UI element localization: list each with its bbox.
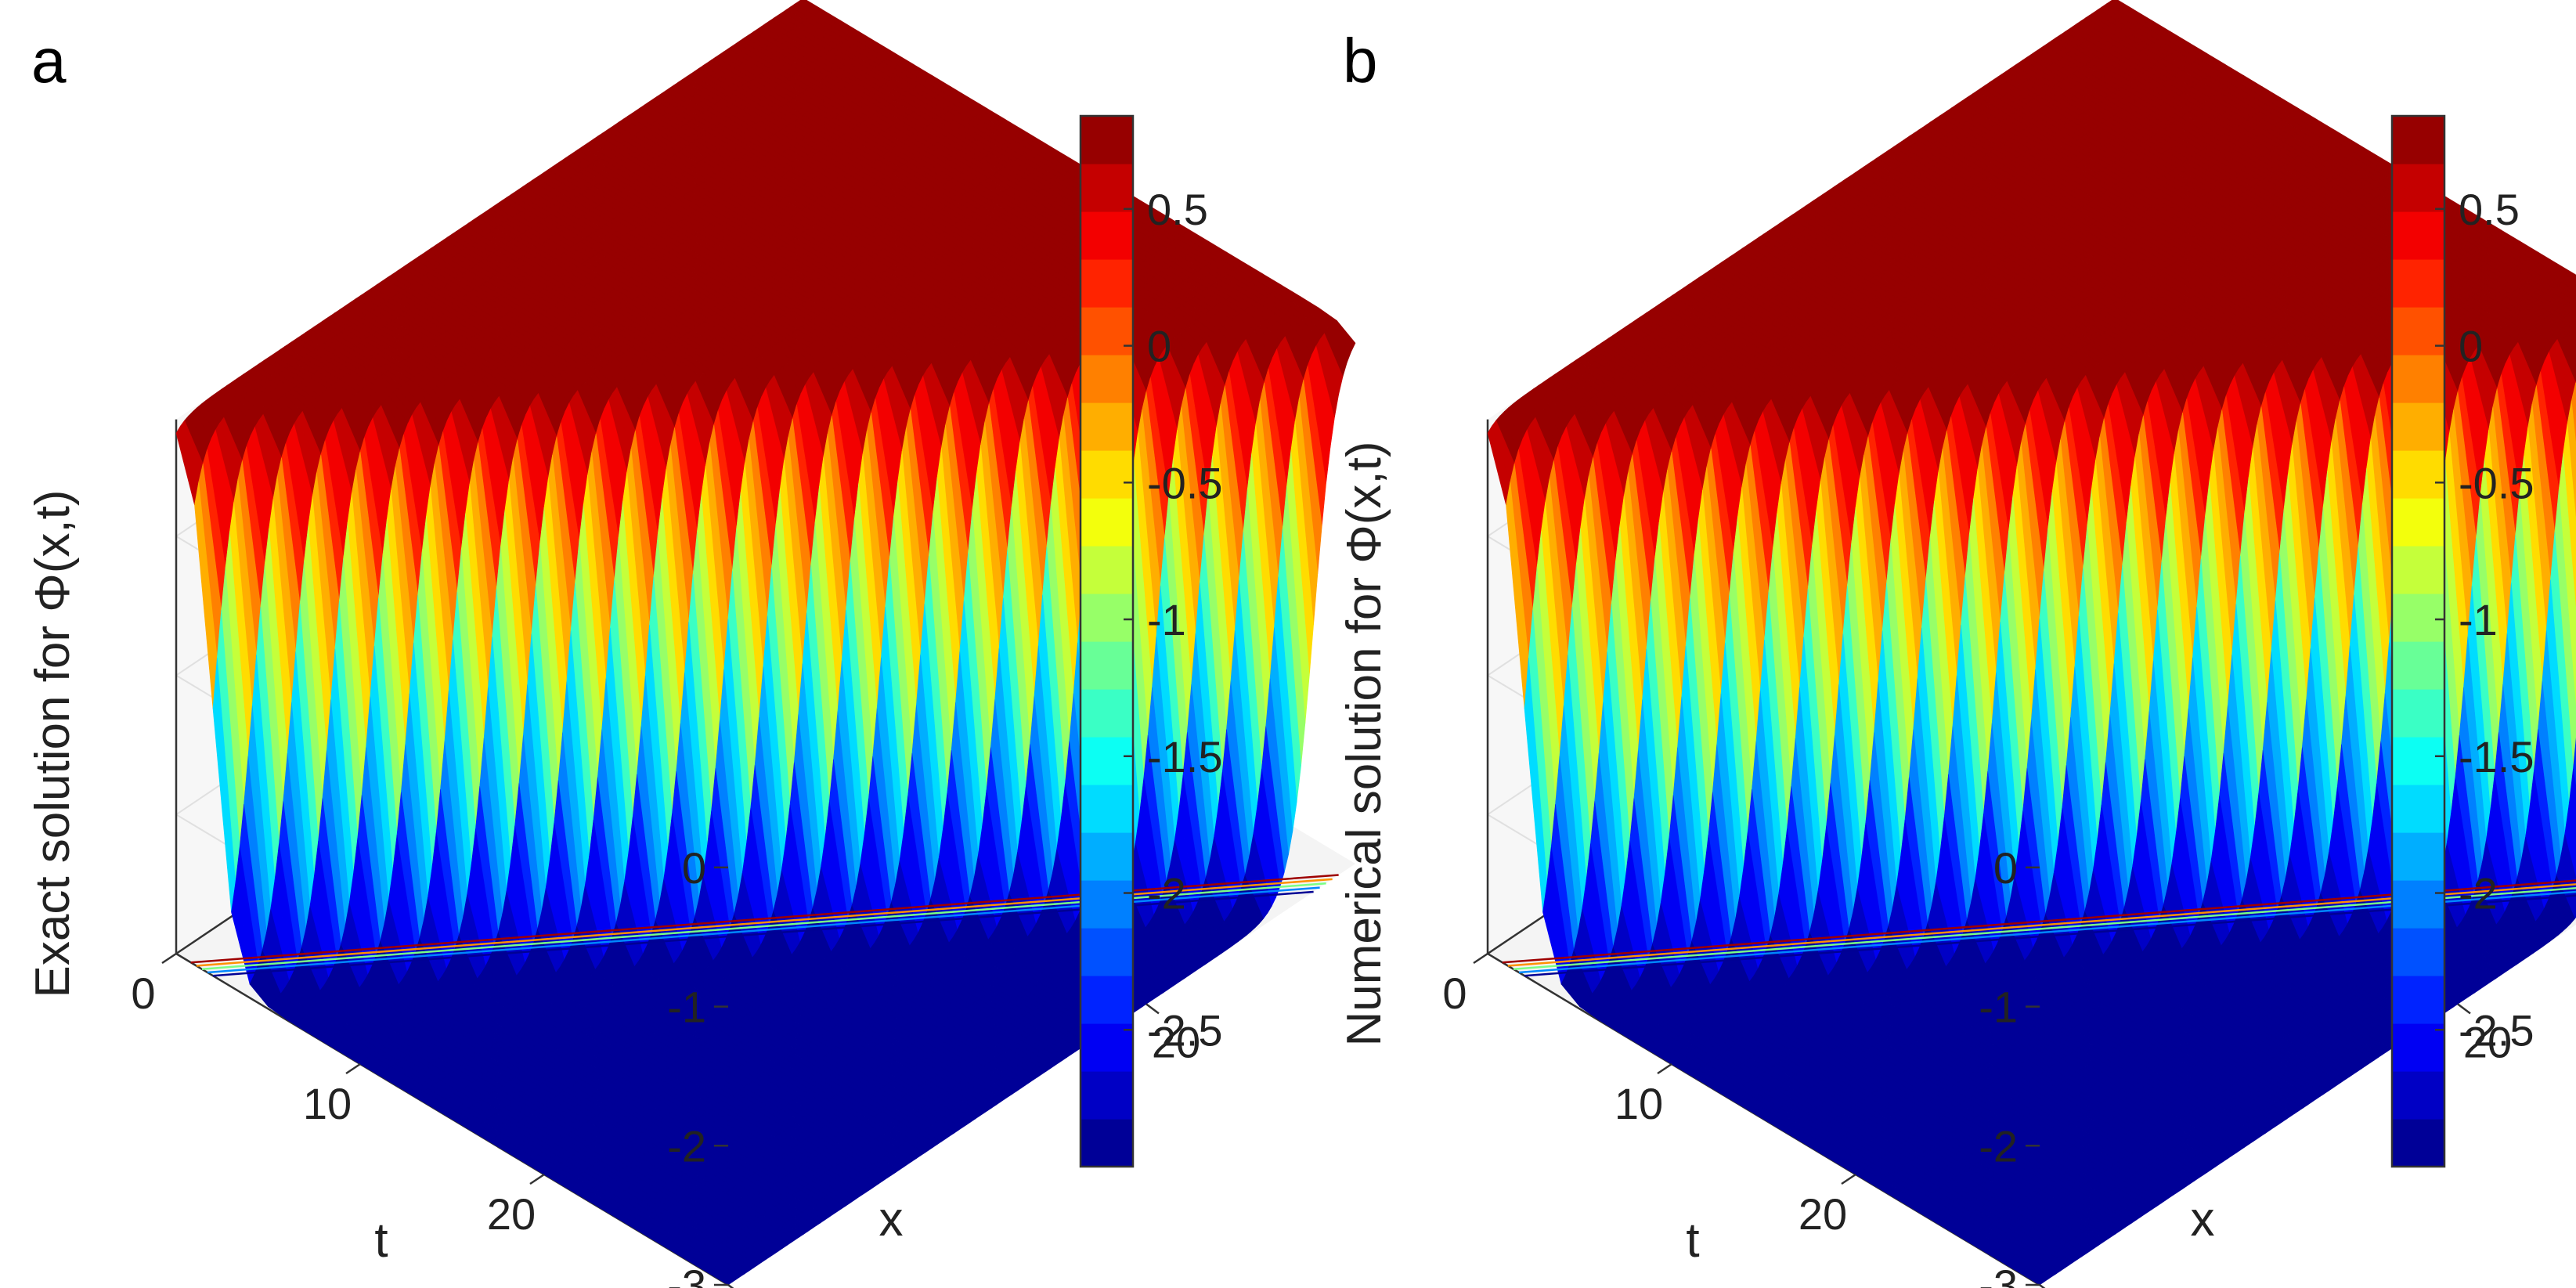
colorbar-segment <box>1081 641 1133 690</box>
colorbar-segment <box>1081 689 1133 738</box>
t-tick-label: 20 <box>487 1189 536 1239</box>
colorbar-segment <box>1081 211 1133 260</box>
x-axis-label: x <box>879 1192 904 1247</box>
z-tick-label: -1 <box>667 983 706 1032</box>
panel-a: a 0-1-2-301020020 Exact solution for Φ(x… <box>26 0 1356 1288</box>
colorbar-tick-label: -1 <box>1147 595 1186 644</box>
colorbar-segment <box>1081 546 1133 594</box>
colorbar-segment <box>1081 928 1133 976</box>
colorbar-segment <box>1081 450 1133 499</box>
colorbar-segment <box>1081 785 1133 833</box>
colorbar-segment <box>1081 116 1133 164</box>
colorbar-segment <box>1081 737 1133 785</box>
t-tick-mark <box>345 1063 361 1075</box>
colorbar-segment <box>1081 164 1133 212</box>
t-tick-mark <box>161 952 177 965</box>
t-tick-mark <box>529 1173 545 1185</box>
z-tick-label: -3 <box>667 1261 706 1288</box>
z-axis-label: Exact solution for Φ(x,t) <box>26 489 80 998</box>
z-tick-label: 0 <box>682 843 706 893</box>
t-tick-label: 0 <box>131 969 155 1018</box>
z-tick-label: -2 <box>667 1121 706 1171</box>
t-axis-label: t <box>374 1214 388 1268</box>
colorbar-tick-label: -2.5 <box>1147 1005 1223 1055</box>
colorbar-tick-label: -0.5 <box>1147 458 1223 507</box>
colorbar-tick-label: -2 <box>1147 869 1186 918</box>
panel-label: a <box>31 26 67 96</box>
panel-b: b 0-1-2-301020020 Numerical solution for… <box>1337 0 2576 1288</box>
colorbar-segment <box>1081 498 1133 547</box>
colorbar-segment <box>1081 1119 1133 1167</box>
colorbar-segment <box>1081 593 1133 642</box>
colorbar-segment <box>1081 355 1133 403</box>
colorbar-tick-label: 0 <box>1147 322 1171 371</box>
colorbar-segment <box>1081 402 1133 451</box>
colorbar-segment <box>1081 976 1133 1024</box>
panel-label: b <box>1343 26 1378 96</box>
colorbar-tick-label: 0.5 <box>1147 185 1208 234</box>
colorbar-segment <box>1081 259 1133 308</box>
colorbar-segment <box>1081 307 1133 355</box>
x-tick-mark <box>727 1284 734 1288</box>
colorbar-segment <box>1081 1071 1133 1120</box>
colorbar-segment <box>1081 880 1133 929</box>
surface-plot <box>175 0 1356 1286</box>
colorbar-segment <box>1081 832 1133 881</box>
colorbar-tick-label: -1.5 <box>1147 732 1223 781</box>
t-tick-label: 10 <box>303 1079 352 1128</box>
